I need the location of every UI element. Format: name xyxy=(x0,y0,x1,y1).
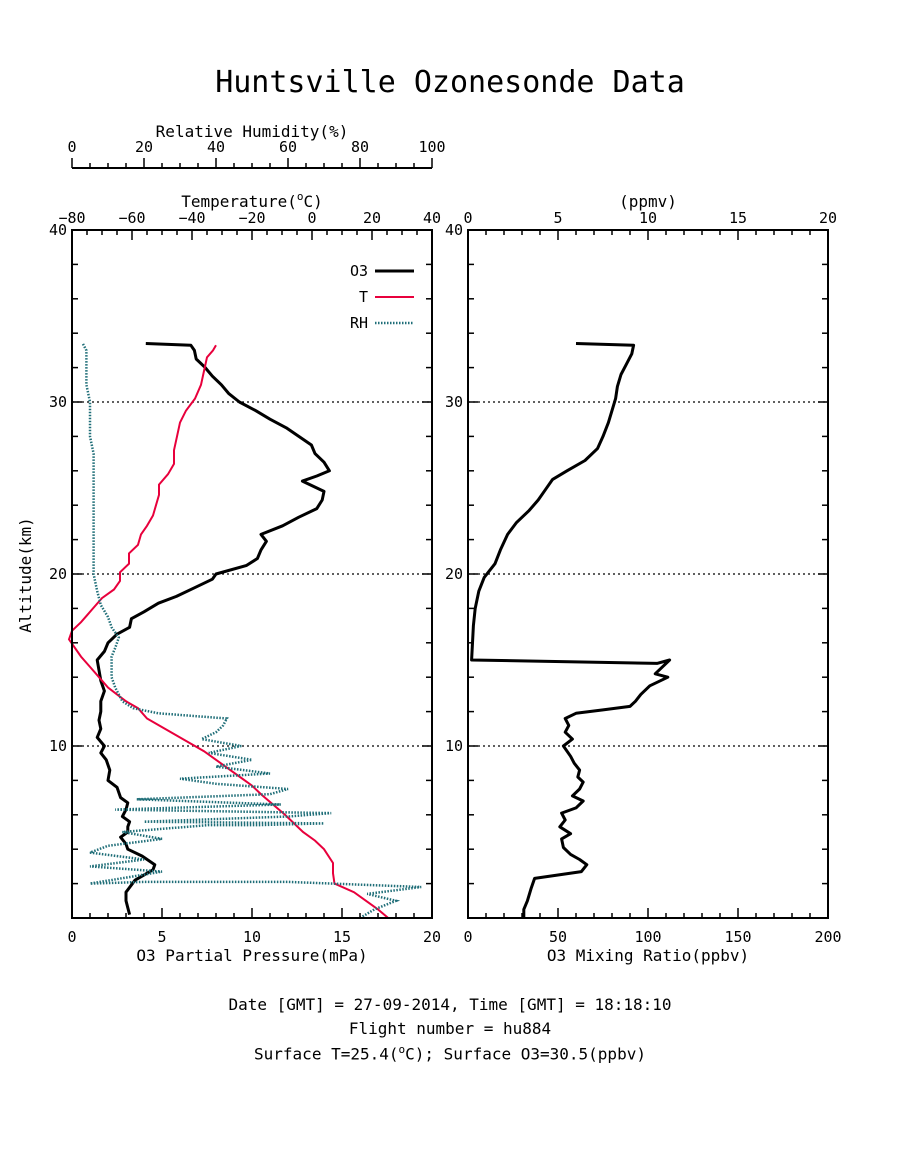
ppmv-axis-tick-label: 20 xyxy=(819,209,837,227)
temperature-axis-label-suffix: C) xyxy=(303,192,322,211)
x-tick-label-bottom: 100 xyxy=(634,928,661,946)
o3-mixing-ratio-axis-label: O3 Mixing Ratio(ppbv) xyxy=(547,946,749,965)
right-gridlines xyxy=(468,401,828,747)
left-plot-frame xyxy=(71,229,433,919)
temperature-axis-tick-label: 40 xyxy=(423,209,441,227)
temperature-axis-label-sup: o xyxy=(297,190,304,203)
footer-flight-number: Flight number = hu884 xyxy=(348,1019,552,1038)
left-panel: 10 20 30 40 0 5 10 15 20 −80 −60 −40 −20 0 20 40 0 20 40 60… xyxy=(16,122,446,965)
temperature-axis-label-prefix: Temperature( xyxy=(181,192,297,211)
x-tick-label-bottom: 15 xyxy=(333,928,351,946)
temperature-axis-label: Temperature(oC) xyxy=(181,190,322,211)
footer-surface-suffix: C); Surface O3=30.5(ppbv) xyxy=(405,1044,646,1064)
series-rh-line xyxy=(81,342,422,920)
x-tick-label-bottom: 10 xyxy=(243,928,261,946)
x-tick-label-bottom: 0 xyxy=(67,928,76,946)
footer-surface-values: Surface T=25.4(oC); Surface O3=30.5(ppbv… xyxy=(0,1043,900,1063)
series-o3-line xyxy=(470,342,672,918)
chart-title: Huntsville Ozonesonde Data xyxy=(215,65,685,100)
ppmv-axis-label: (ppmv) xyxy=(619,192,677,211)
x-tick-label-bottom: 20 xyxy=(423,928,441,946)
footer-surface-prefix: Surface T=25.4( xyxy=(254,1044,399,1064)
temperature-axis-tick-label: 0 xyxy=(307,209,316,227)
rh-axis-tick-label: 60 xyxy=(279,138,297,156)
y-tick-label: 10 xyxy=(445,737,463,755)
right-series-group xyxy=(470,342,672,918)
left-series-group xyxy=(67,342,422,920)
rh-axis-tick-label: 40 xyxy=(207,138,225,156)
y-tick-label: 30 xyxy=(49,393,67,411)
y-tick-label: 30 xyxy=(445,393,463,411)
x-tick-label-bottom: 0 xyxy=(463,928,472,946)
footer-surface-sup: o xyxy=(398,1043,406,1056)
rh-axis-tick-label: 20 xyxy=(135,138,153,156)
legend-label-rh: RH xyxy=(350,314,368,332)
legend-label-o3: O3 xyxy=(350,262,368,280)
series-o3-line xyxy=(95,342,331,915)
y-tick-label: 10 xyxy=(49,737,67,755)
legend-label-t: T xyxy=(359,288,368,306)
series-t-line xyxy=(67,344,389,919)
right-plot-frame xyxy=(467,229,829,919)
altitude-axis-label: Altitude(km) xyxy=(16,517,35,633)
o3-partial-pressure-axis-label: O3 Partial Pressure(mPa) xyxy=(136,946,367,965)
temperature-axis-tick-label: −40 xyxy=(178,209,205,227)
y-tick-label: 20 xyxy=(49,565,67,583)
rh-axis-tick-label: 100 xyxy=(418,138,445,156)
y-tick-label: 20 xyxy=(445,565,463,583)
ppmv-axis-tick-label: 0 xyxy=(463,209,472,227)
x-tick-label-bottom: 5 xyxy=(157,928,166,946)
y-tick-label: 40 xyxy=(445,221,463,239)
footer-date-time: Date [GMT] = 27-09-2014, Time [GMT] = 18… xyxy=(228,995,672,1014)
x-tick-label-bottom: 200 xyxy=(814,928,841,946)
ppmv-axis-tick-label: 10 xyxy=(639,209,657,227)
x-tick-label-bottom: 150 xyxy=(724,928,751,946)
legend: O3 T RH xyxy=(350,262,414,332)
y-tick-label: 40 xyxy=(49,221,67,239)
rh-axis-label: Relative Humidity(%) xyxy=(156,122,349,141)
rh-axis-tick-label: 0 xyxy=(67,138,76,156)
left-gridlines xyxy=(72,401,432,747)
temperature-axis-tick-label: 20 xyxy=(363,209,381,227)
ppmv-axis-tick-label: 5 xyxy=(553,209,562,227)
temperature-axis-tick-label: −60 xyxy=(118,209,145,227)
x-tick-label-bottom: 50 xyxy=(549,928,567,946)
left-axes: 10 20 30 40 0 5 10 15 20 −80 −60 −40 −20 0 20 40 0 20 40 60… xyxy=(49,138,446,946)
temperature-axis-tick-label: −20 xyxy=(238,209,265,227)
rh-axis-tick-label: 80 xyxy=(351,138,369,156)
temperature-axis-tick-label: −80 xyxy=(58,209,85,227)
ppmv-axis-tick-label: 15 xyxy=(729,209,747,227)
